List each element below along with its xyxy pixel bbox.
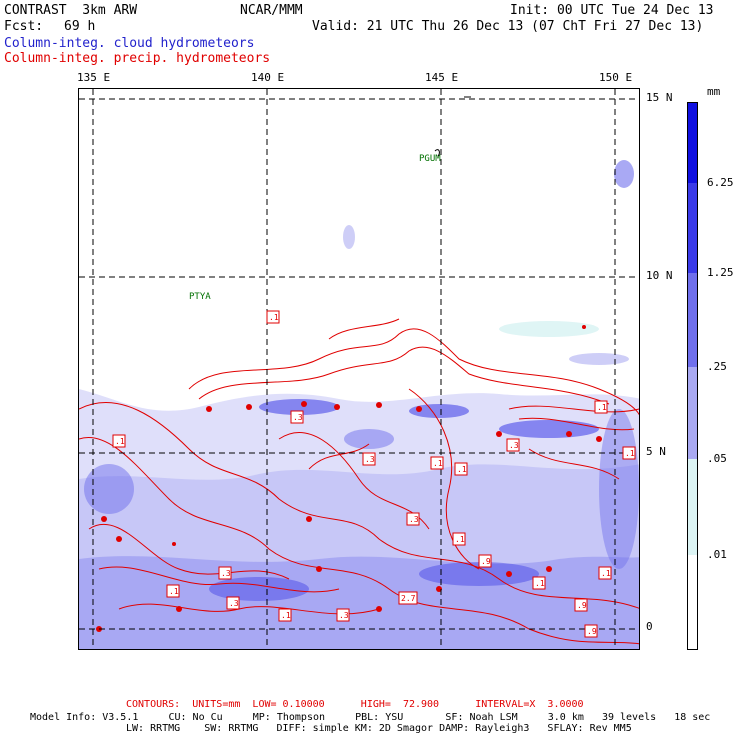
lon-label: 135 E bbox=[77, 71, 111, 84]
model-title: CONTRAST 3km ARW bbox=[4, 3, 138, 18]
fcst-label: Fcst: bbox=[4, 19, 44, 34]
contour-label: .1 bbox=[597, 403, 607, 412]
lon-label: 150 E bbox=[599, 71, 633, 84]
lon-label: 145 E bbox=[425, 71, 459, 84]
colorbar-label: 6.25 bbox=[707, 176, 734, 189]
heavy-precip-cells bbox=[96, 325, 602, 632]
model-physics: LW: RRTMG SW: RRTMG DIFF: simple KM: 2D … bbox=[126, 723, 632, 734]
colorbar-segment bbox=[688, 555, 697, 649]
colorbar-label: .25 bbox=[707, 360, 727, 373]
model-info: Model Info: V3.5.1 CU: No Cu MP: Thompso… bbox=[30, 712, 711, 723]
contour-label: .1 bbox=[115, 437, 125, 446]
field-cloud-label: Column-integ. cloud hydrometeors bbox=[4, 36, 255, 51]
contour-label: .3 bbox=[365, 455, 375, 464]
contour-label: .3 bbox=[409, 515, 419, 524]
valid-time: Valid: 21 UTC Thu 26 Dec 13 (07 ChT Fri … bbox=[312, 19, 704, 34]
contour-label: .3 bbox=[339, 611, 349, 620]
contour-label: .3 bbox=[229, 599, 239, 608]
field-precip-label: Column-integ. precip. hydrometeors bbox=[4, 51, 271, 66]
contour-label: .1 bbox=[625, 449, 635, 458]
station-label: PGUM bbox=[419, 154, 441, 164]
colorbar-label: .05 bbox=[707, 452, 727, 465]
lat-label: 5 N bbox=[646, 445, 666, 458]
contour-label: .1 bbox=[601, 569, 611, 578]
colorbar-segment bbox=[688, 273, 697, 367]
graticule bbox=[79, 89, 639, 649]
contour-label: .1 bbox=[455, 535, 465, 544]
fcst-value: 69 h bbox=[64, 19, 96, 34]
lon-label: 140 E bbox=[251, 71, 285, 84]
colorbar-unit: mm bbox=[707, 85, 721, 98]
contour-label: 2.7 bbox=[401, 594, 416, 603]
colorbar-segment bbox=[688, 103, 697, 183]
colorbar-segment bbox=[688, 367, 697, 459]
island-outline bbox=[434, 149, 440, 157]
contour-label: .9 bbox=[577, 601, 587, 610]
contour-label: .1 bbox=[281, 611, 291, 620]
contour-label: .3 bbox=[221, 569, 231, 578]
colorbar bbox=[687, 102, 698, 650]
colorbar-label: .01 bbox=[707, 548, 727, 561]
contours-info: CONTOURS: UNITS=mm LOW= 0.10000 HIGH= 72… bbox=[126, 699, 584, 710]
colorbar-label: 1.25 bbox=[707, 266, 734, 279]
map-panel[interactable]: PGUM PTYA .1 .1 .3 .1 .1 .3 .3 .1 .1 .3 … bbox=[78, 88, 640, 650]
colorbar-segment bbox=[688, 183, 697, 273]
contour-label: .3 bbox=[293, 413, 303, 422]
org-label: NCAR/MMM bbox=[240, 3, 303, 18]
map-canvas: PGUM PTYA .1 .1 .3 .1 .1 .3 .3 .1 .1 .3 … bbox=[79, 89, 639, 649]
cloud-field bbox=[79, 160, 639, 649]
contour-labels: .1 .1 .3 .1 .1 .3 .3 .1 .1 .3 .1 .3 .9 .… bbox=[112, 310, 636, 638]
contour-label: .1 bbox=[457, 465, 467, 474]
precip-contours bbox=[79, 318, 639, 645]
lat-label: 15 N bbox=[646, 91, 673, 104]
lat-label: 0 bbox=[646, 620, 653, 633]
contour-label: .1 bbox=[535, 579, 545, 588]
contour-label: .9 bbox=[481, 557, 491, 566]
contour-label: .1 bbox=[169, 587, 179, 596]
init-time: Init: 00 UTC Tue 24 Dec 13 bbox=[510, 3, 714, 18]
contour-label: .1 bbox=[433, 459, 443, 468]
contour-label: .3 bbox=[509, 441, 519, 450]
contour-label: .9 bbox=[587, 627, 597, 636]
colorbar-segment bbox=[688, 459, 697, 555]
lat-label: 10 N bbox=[646, 269, 673, 282]
station-label: PTYA bbox=[189, 292, 211, 302]
contour-label: .1 bbox=[269, 313, 279, 322]
